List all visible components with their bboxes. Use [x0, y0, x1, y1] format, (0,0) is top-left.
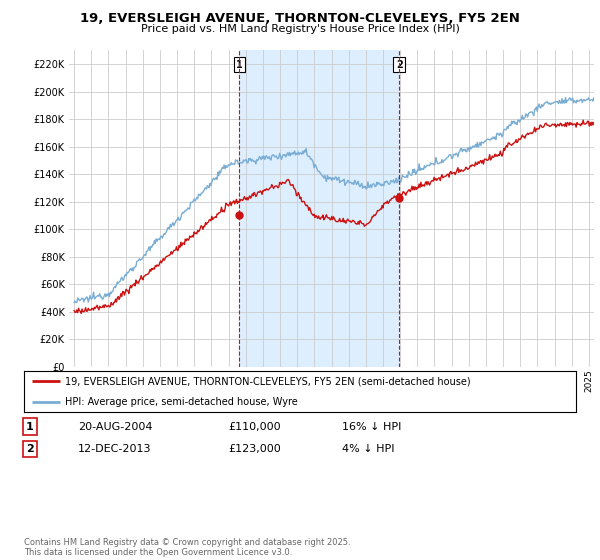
- Text: 2: 2: [396, 60, 403, 70]
- Text: 19, EVERSLEIGH AVENUE, THORNTON-CLEVELEYS, FY5 2EN (semi-detached house): 19, EVERSLEIGH AVENUE, THORNTON-CLEVELEY…: [65, 376, 471, 386]
- Text: 19, EVERSLEIGH AVENUE, THORNTON-CLEVELEYS, FY5 2EN: 19, EVERSLEIGH AVENUE, THORNTON-CLEVELEY…: [80, 12, 520, 25]
- Text: Contains HM Land Registry data © Crown copyright and database right 2025.
This d: Contains HM Land Registry data © Crown c…: [24, 538, 350, 557]
- Text: 2: 2: [26, 444, 34, 454]
- Text: 12-DEC-2013: 12-DEC-2013: [78, 444, 151, 454]
- Text: 1: 1: [26, 422, 34, 432]
- Text: HPI: Average price, semi-detached house, Wyre: HPI: Average price, semi-detached house,…: [65, 396, 298, 407]
- Text: £123,000: £123,000: [228, 444, 281, 454]
- Bar: [239, 50, 399, 367]
- Text: 16% ↓ HPI: 16% ↓ HPI: [342, 422, 401, 432]
- Text: 20-AUG-2004: 20-AUG-2004: [78, 422, 152, 432]
- Text: Price paid vs. HM Land Registry's House Price Index (HPI): Price paid vs. HM Land Registry's House …: [140, 24, 460, 34]
- Text: £110,000: £110,000: [228, 422, 281, 432]
- Text: 4% ↓ HPI: 4% ↓ HPI: [342, 444, 395, 454]
- Text: 1: 1: [236, 60, 243, 70]
